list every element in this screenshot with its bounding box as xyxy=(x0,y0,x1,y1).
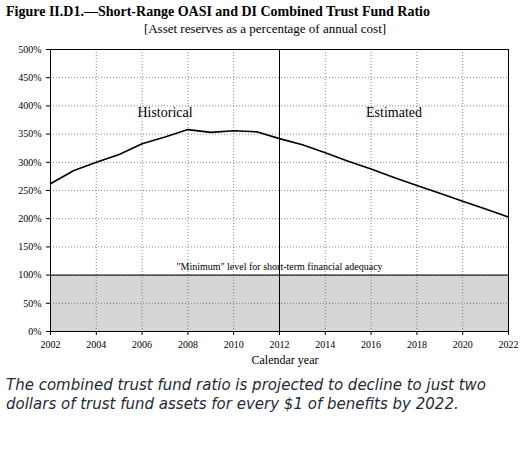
svg-text:50%: 50% xyxy=(23,298,41,309)
svg-text:100%: 100% xyxy=(18,269,41,280)
svg-text:2010: 2010 xyxy=(224,339,244,350)
html-text:Figure II.D1.—Short-Range OASI: Figure II.D1.—Short-Range OASI and DI Co… xyxy=(6,4,430,19)
svg-text:Estimated: Estimated xyxy=(366,105,422,120)
svg-text:450%: 450% xyxy=(18,72,41,83)
svg-text:300%: 300% xyxy=(18,157,41,168)
html-text:The combined trust fund ratio: The combined trust fund ratio is project… xyxy=(6,376,486,413)
svg-text:2020: 2020 xyxy=(453,339,473,350)
svg-text:2016: 2016 xyxy=(361,339,381,350)
svg-text:2018: 2018 xyxy=(407,339,427,350)
svg-text:350%: 350% xyxy=(18,128,41,139)
html-text:Calendar year: Calendar year xyxy=(251,353,319,367)
svg-text:2012: 2012 xyxy=(270,339,290,350)
svg-text:2022: 2022 xyxy=(499,339,519,350)
svg-text:400%: 400% xyxy=(18,100,41,111)
svg-text:150%: 150% xyxy=(18,241,41,252)
html-text:[Asset reserves as a percentag: [Asset reserves as a percentage of annua… xyxy=(143,21,387,36)
svg-text:2014: 2014 xyxy=(315,339,335,350)
svg-text:250%: 250% xyxy=(18,185,41,196)
svg-text:2002: 2002 xyxy=(41,339,61,350)
svg-text:2004: 2004 xyxy=(86,339,106,350)
svg-text:0%: 0% xyxy=(28,326,41,337)
svg-text:500%: 500% xyxy=(18,44,41,55)
svg-text:200%: 200% xyxy=(18,213,41,224)
svg-text:2006: 2006 xyxy=(132,339,152,350)
svg-text:"Minimum" level for short-term: "Minimum" level for short-term financial… xyxy=(176,261,382,272)
svg-text:Historical: Historical xyxy=(137,105,192,120)
svg-text:2008: 2008 xyxy=(178,339,198,350)
